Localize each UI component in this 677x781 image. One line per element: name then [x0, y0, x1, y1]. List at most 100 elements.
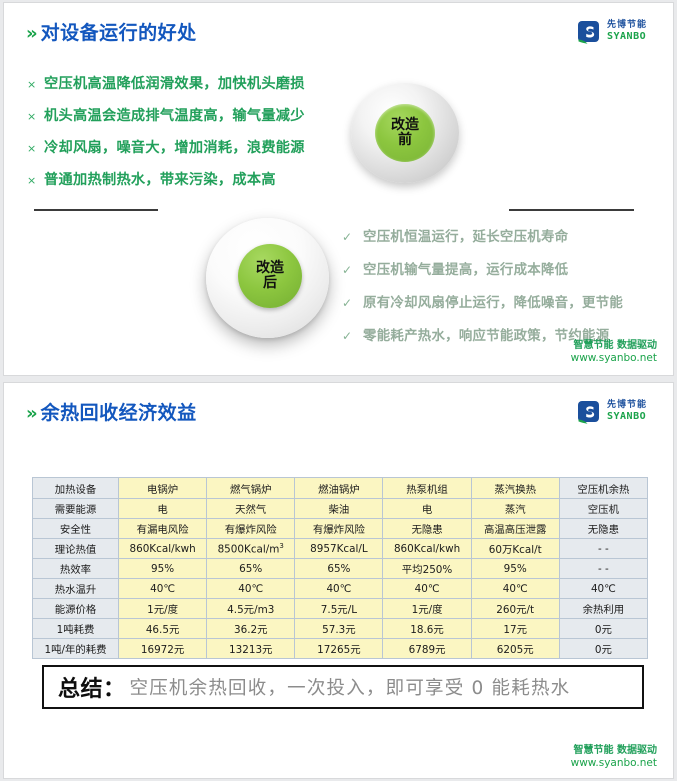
table-cell: 燃油锅炉	[294, 477, 384, 499]
table-row-header: 安全性	[32, 518, 119, 539]
table-cell: 7.5元/L	[294, 598, 384, 619]
brand-logo-text: 先博节能 SYANBO	[607, 19, 663, 42]
table-cell: 40℃	[294, 578, 384, 599]
table-cell: 有爆炸风险	[294, 518, 384, 539]
table-cell: 40℃	[382, 578, 472, 599]
table-cell: - -	[558, 558, 649, 579]
table-cell: 65%	[294, 558, 384, 579]
table-row-header: 1吨/年的耗费	[32, 638, 119, 659]
before-drawbacks-list: × 空压机高温降低润滑效果，加快机头磨损 × 机头高温会造成排气温度高，输气量减…	[24, 73, 354, 201]
list-item: × 空压机高温降低润滑效果，加快机头磨损	[24, 73, 354, 93]
check-mark-icon: ✓	[342, 230, 353, 244]
table-cell: 电	[117, 498, 208, 519]
table-cell: 蒸汽	[470, 498, 560, 519]
summary-text: 空压机余热回收，一次投入，即可享受 0 能耗热水	[129, 678, 571, 699]
list-item-label: 空压机恒温运行，延长空压机寿命	[363, 230, 569, 245]
table-row: 加热设备 电锅炉 燃气锅炉 燃油锅炉 热泵机组 蒸汽换热 空压机余热	[32, 477, 649, 499]
table-cell: 40℃	[558, 578, 649, 599]
table-cell: 高温高压泄露	[470, 518, 560, 539]
table-cell: 95%	[470, 558, 560, 579]
list-item: ✓ 零能耗产热水，响应节能政策，节约能源	[342, 324, 672, 344]
table-row: 热效率 95% 65% 65% 平均250% 95% - -	[32, 558, 649, 579]
list-item: ✓ 空压机恒温运行，延长空压机寿命	[342, 225, 672, 245]
brand-logo: 先博节能 SYANBO	[577, 19, 661, 47]
after-benefits-list: ✓ 空压机恒温运行，延长空压机寿命 ✓ 空压机输气量提高，运行成本降低 ✓ 原有…	[342, 225, 672, 357]
table-cell: 4.5元/m3	[206, 598, 296, 619]
table-row: 1吨/年的耗费 16972元 13213元 17265元 6789元 6205元 0元	[32, 638, 649, 659]
table-cell: 16972元	[117, 638, 208, 659]
s-letter-logo-icon	[578, 21, 599, 44]
table-cell: 8957Kcal/L	[294, 538, 384, 559]
divider-left	[34, 209, 158, 211]
table-row: 热水温升 40℃ 40℃ 40℃ 40℃ 40℃ 40℃	[32, 578, 649, 599]
table-row-header: 能源价格	[32, 598, 119, 619]
list-item-label: 零能耗产热水，响应节能政策，节约能源	[363, 329, 610, 344]
table-cell: 40℃	[206, 578, 296, 599]
table-cell: 17元	[470, 618, 560, 639]
table-cell: 18.6元	[382, 618, 472, 639]
table-cell: 13213元	[206, 638, 296, 659]
chevron-double-right-icon: »	[26, 23, 38, 44]
summary-callout: 总结： 空压机余热回收，一次投入，即可享受 0 能耗热水	[42, 665, 644, 709]
before-state-badge: 改造 前	[351, 83, 459, 183]
table-cell: 65%	[206, 558, 296, 579]
s-letter-logo-icon	[578, 401, 599, 424]
badge-core: 改造 前	[375, 104, 435, 162]
after-state-badge: 改造 后	[206, 218, 329, 338]
list-item-label: 原有冷却风扇停止运行，降低噪音，更节能	[363, 296, 624, 311]
table-row: 安全性 有漏电风险 有爆炸风险 有爆炸风险 无隐患 高温高压泄露 无隐患	[32, 518, 649, 539]
table-cell: 热泵机组	[382, 477, 472, 499]
cross-mark-icon: ×	[27, 174, 37, 187]
table-cell: 8500Kcal/m3	[206, 538, 296, 559]
cross-mark-icon: ×	[27, 78, 37, 91]
summary-label: 总结：	[58, 677, 126, 702]
table-cell: 860Kcal/kwh	[382, 538, 472, 559]
table-cell: 95%	[117, 558, 208, 579]
after-label-line2: 后	[263, 275, 277, 291]
table-row: 能源价格 1元/度 4.5元/m3 7.5元/L 1元/度 260元/t 余热利用	[32, 598, 649, 619]
table-cell: 柴油	[294, 498, 384, 519]
footer-url[interactable]: www.syanbo.net	[570, 352, 657, 364]
table-cell: 余热利用	[558, 598, 649, 619]
slide1-footer: 智慧节能 数据驱动 www.syanbo.net	[571, 339, 657, 365]
table-row-header: 热水温升	[32, 578, 119, 599]
check-mark-icon: ✓	[342, 329, 353, 343]
table-cell: 电	[382, 498, 472, 519]
badge-core: 改造 后	[238, 244, 302, 308]
table-cell: 0元	[558, 618, 649, 639]
divider-right	[509, 209, 634, 211]
slide1-header: » 对设备运行的好处 先博节能 SYANBO	[4, 3, 673, 57]
slide2-header: » 余热回收经济效益 先博节能 SYANBO	[4, 383, 673, 437]
check-mark-icon: ✓	[342, 296, 353, 310]
before-label-line1: 改造	[391, 117, 419, 134]
table-cell: 1元/度	[382, 598, 472, 619]
table-cell: 平均250%	[382, 558, 472, 579]
table-row: 1吨耗费 46.5元 36.2元 57.3元 18.6元 17元 0元	[32, 618, 649, 639]
slide1-title: » 对设备运行的好处	[26, 18, 197, 45]
list-item-label: 空压机输气量提高，运行成本降低	[363, 263, 569, 278]
table-cell: 6789元	[382, 638, 472, 659]
slide2-footer: 智慧节能 数据驱动 www.syanbo.net	[571, 744, 657, 770]
table-cell: 有爆炸风险	[206, 518, 296, 539]
footer-url[interactable]: www.syanbo.net	[570, 757, 657, 769]
table-row-header: 理论热值	[32, 538, 119, 559]
table-cell: 0元	[558, 638, 649, 659]
table-cell: 17265元	[294, 638, 384, 659]
table-cell: 1元/度	[117, 598, 208, 619]
footer-tagline: 智慧节能 数据驱动	[573, 340, 657, 351]
table-cell: 57.3元	[294, 618, 384, 639]
table-row-header: 加热设备	[32, 477, 119, 499]
list-item: × 冷却风扇，噪音大，增加消耗，浪费能源	[24, 137, 354, 157]
table-row-header: 1吨耗费	[32, 618, 119, 639]
table-cell: 无隐患	[382, 518, 472, 539]
list-item-label: 机头高温会造成排气温度高，输气量减少	[44, 108, 305, 124]
check-mark-icon: ✓	[342, 263, 353, 277]
comparison-table-wrapper: 加热设备 电锅炉 燃气锅炉 燃油锅炉 热泵机组 蒸汽换热 空压机余热 需要能源电天然气 柴油电蒸…	[32, 477, 649, 659]
cross-mark-icon: ×	[27, 110, 37, 123]
table-cell: 36.2元	[206, 618, 296, 639]
table-cell: 有漏电风险	[117, 518, 208, 539]
list-item-label: 冷却风扇，噪音大，增加消耗，浪费能源	[44, 140, 305, 156]
table-cell: 空压机	[558, 498, 649, 519]
table-cell: 蒸汽换热	[470, 477, 560, 499]
